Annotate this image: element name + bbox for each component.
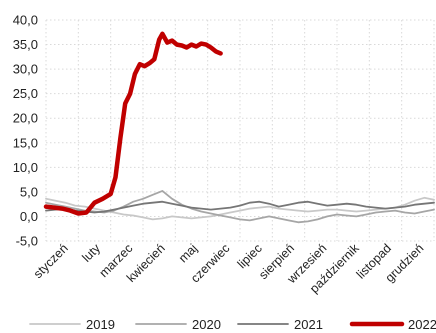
y-tick-label: 35,0 (13, 37, 38, 52)
y-axis-ticks: -5,0 0,0 5,0 10,0 15,0 20,0 25,0 30,0 35,0 40,0 (13, 13, 38, 249)
series-line-2020 (45, 189, 435, 224)
series-line-2021 (45, 200, 435, 214)
y-tick-label: -5,0 (16, 234, 38, 249)
legend-label-2019: 2019 (86, 317, 115, 332)
y-tick-label: 5,0 (20, 184, 38, 199)
legend: 2019 2020 2021 2022 (29, 317, 436, 332)
series-line-2022 (43, 31, 223, 216)
y-tick-label: 15,0 (13, 135, 38, 150)
y-tick-label: 10,0 (13, 160, 38, 175)
x-category-label: lipiec (235, 241, 265, 271)
y-tick-label: 30,0 (13, 62, 38, 77)
x-category-label: maj (176, 241, 200, 265)
x-category-label: luty (79, 241, 103, 265)
y-tick-label: 0,0 (20, 209, 38, 224)
y-tick-label: 40,0 (13, 13, 38, 28)
legend-label-2021: 2021 (294, 317, 323, 332)
legend-label-2020: 2020 (192, 317, 221, 332)
gridlines (45, 19, 435, 242)
legend-label-2022: 2022 (408, 317, 436, 332)
y-tick-label: 20,0 (13, 111, 38, 126)
y-tick-label: 25,0 (13, 86, 38, 101)
series-lines (43, 31, 435, 224)
